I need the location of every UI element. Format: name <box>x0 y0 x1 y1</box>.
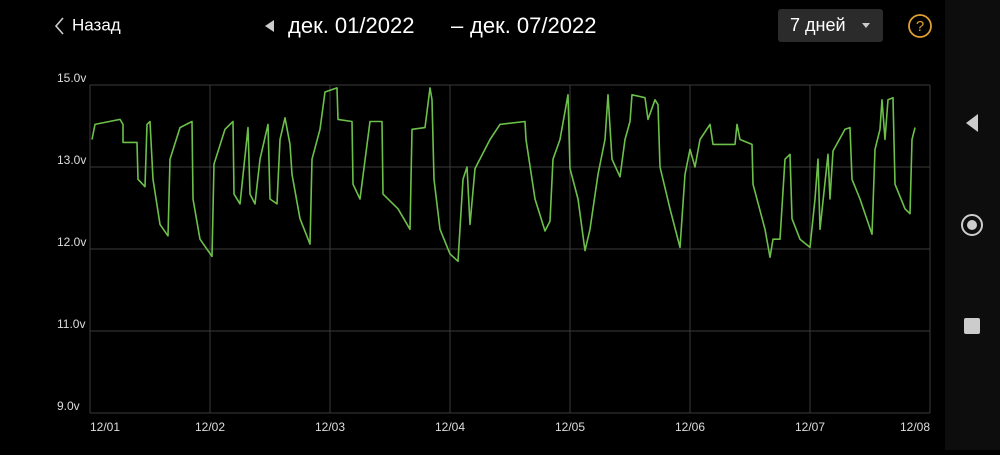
y-tick-label: 12.0v <box>57 235 86 249</box>
nav-home-dot <box>967 220 977 230</box>
help-label[interactable]: ? <box>916 18 924 35</box>
x-tick-label: 12/06 <box>675 420 705 434</box>
nav-home[interactable] <box>961 214 983 236</box>
back-button[interactable]: Назад <box>54 15 121 35</box>
chart: 15.0v 13.0v 12.0v 11.0v 9.0v 12/01 12/02 12/03 1… <box>57 71 931 434</box>
x-tick-label: 12/02 <box>195 420 225 434</box>
period-label[interactable]: 7 дней <box>790 15 846 35</box>
period-select[interactable]: 7 дней <box>778 9 883 42</box>
date-to[interactable]: дек. 07/2022 <box>470 13 596 38</box>
voltage-line <box>91 87 916 263</box>
x-tick-label: 12/01 <box>90 420 120 434</box>
x-tick-label: 12/07 <box>795 420 825 434</box>
back-label[interactable]: Назад <box>72 15 121 34</box>
dropdown-arrow <box>862 23 870 28</box>
x-tick-label: 12/04 <box>435 420 465 434</box>
date-separator: – <box>451 13 464 38</box>
date-from[interactable]: дек. 01/2022 <box>288 13 414 38</box>
back-arrow <box>54 17 64 35</box>
x-tick-label: 12/03 <box>315 420 345 434</box>
y-tick-label: 11.0v <box>57 317 85 331</box>
y-tick-label: 15.0v <box>57 71 86 85</box>
period-box[interactable] <box>778 9 883 42</box>
y-tick-label: 9.0v <box>57 399 80 413</box>
x-tick-label: 12/08 <box>900 420 930 434</box>
nav-recent[interactable] <box>964 318 980 334</box>
y-tick-label: 13.0v <box>57 153 86 167</box>
prev-arrow[interactable] <box>265 20 274 32</box>
x-tick-label: 12/05 <box>555 420 585 434</box>
nav-back[interactable] <box>966 114 978 132</box>
help-icon[interactable] <box>908 14 932 38</box>
